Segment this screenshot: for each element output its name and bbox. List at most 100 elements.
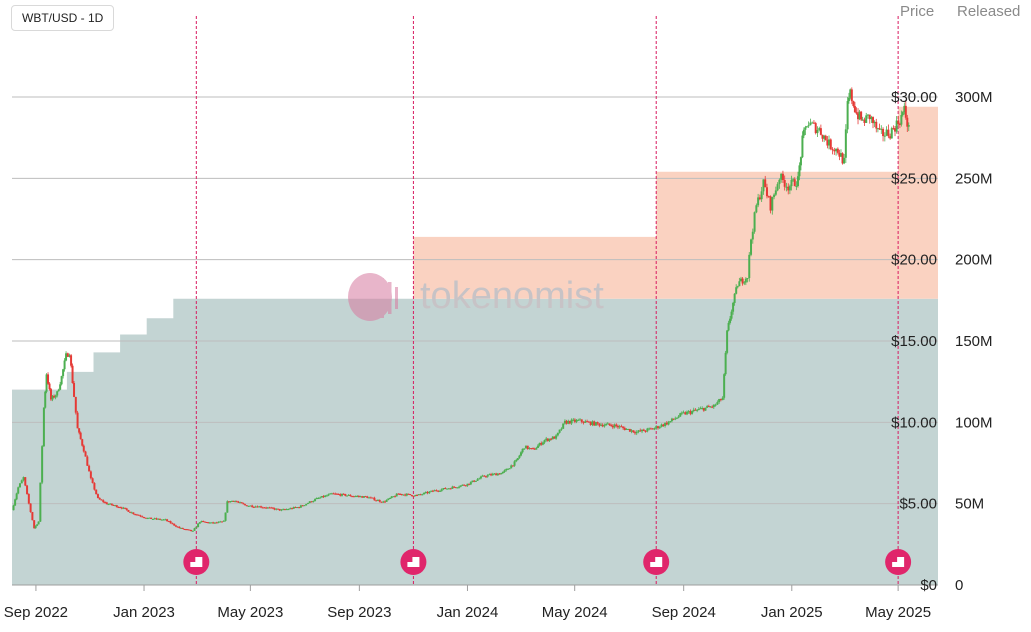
candle-body bbox=[907, 125, 910, 127]
price-candle bbox=[423, 492, 426, 495]
candle-body bbox=[349, 494, 352, 497]
candle-body bbox=[466, 483, 469, 486]
candle-body bbox=[508, 468, 511, 470]
candle-body bbox=[726, 330, 729, 353]
price-candle bbox=[251, 504, 254, 508]
price-candle bbox=[508, 468, 511, 470]
candle-body bbox=[580, 419, 583, 422]
candle-body bbox=[662, 424, 665, 427]
pair-label[interactable]: WBT/USD - 1D bbox=[11, 5, 115, 31]
candle-body bbox=[380, 501, 383, 503]
price-candle bbox=[265, 506, 268, 509]
candle-body bbox=[736, 286, 739, 288]
candle-body bbox=[773, 194, 776, 198]
candle-body bbox=[491, 473, 494, 476]
candle-body bbox=[667, 421, 670, 425]
candle-body bbox=[665, 422, 668, 425]
candle-body bbox=[247, 505, 250, 507]
price-candle bbox=[276, 508, 279, 510]
price-candle bbox=[883, 132, 886, 142]
price-candle bbox=[474, 480, 477, 482]
candle-body bbox=[190, 529, 193, 532]
candle-body bbox=[454, 487, 457, 489]
price-candle bbox=[824, 134, 827, 141]
candle-body bbox=[433, 490, 436, 492]
candle-body bbox=[366, 496, 369, 498]
price-candle bbox=[183, 528, 186, 530]
candle-body bbox=[601, 424, 604, 427]
candle-body bbox=[849, 89, 852, 98]
price-candle bbox=[819, 124, 822, 136]
price-candle bbox=[208, 521, 211, 524]
candle-body bbox=[637, 430, 640, 432]
candle-body bbox=[191, 530, 194, 532]
price-candle bbox=[324, 494, 327, 498]
candle-body bbox=[283, 509, 286, 511]
price-candle bbox=[589, 421, 592, 426]
price-candle bbox=[169, 520, 172, 524]
candle-body bbox=[155, 518, 158, 520]
price-candle bbox=[669, 421, 672, 423]
price-candle bbox=[153, 517, 156, 520]
candle-body bbox=[672, 418, 675, 420]
unlock-event-icon[interactable] bbox=[885, 549, 912, 575]
candle-body bbox=[598, 423, 601, 426]
candle-body bbox=[687, 411, 690, 413]
price-candle bbox=[880, 125, 883, 134]
candle-body bbox=[767, 196, 770, 198]
candle-body bbox=[506, 468, 509, 470]
price-candle bbox=[630, 429, 633, 434]
unlock-event-icon[interactable] bbox=[400, 549, 427, 575]
price-candle bbox=[804, 125, 807, 136]
candle-body bbox=[593, 421, 596, 426]
x-tick-label: May 2024 bbox=[542, 604, 608, 621]
candle-body bbox=[178, 526, 181, 529]
candle-body bbox=[706, 406, 709, 408]
price-candle bbox=[706, 404, 709, 409]
price-candle bbox=[511, 465, 514, 467]
candle-body bbox=[221, 521, 224, 523]
unlock-step-icon bbox=[407, 557, 420, 567]
price-candle bbox=[741, 277, 744, 286]
candle-body bbox=[545, 438, 548, 441]
price-candle bbox=[694, 408, 697, 411]
candle-body bbox=[160, 519, 163, 521]
price-candle bbox=[458, 485, 461, 489]
candle-body bbox=[838, 152, 841, 157]
price-candle bbox=[122, 506, 125, 510]
unlock-event-icon[interactable] bbox=[183, 549, 210, 575]
price-candle bbox=[622, 426, 625, 430]
candle-body bbox=[354, 496, 357, 498]
price-candle bbox=[611, 424, 614, 430]
price-candle bbox=[656, 425, 659, 430]
price-candle bbox=[134, 513, 137, 516]
unlock-event-markers[interactable] bbox=[183, 549, 912, 575]
candle-body bbox=[876, 128, 879, 130]
candle-body bbox=[224, 512, 227, 521]
price-candle bbox=[560, 427, 563, 431]
price-candle bbox=[78, 427, 81, 435]
candle-body bbox=[505, 468, 508, 471]
candle-body bbox=[677, 416, 680, 418]
price-candle bbox=[748, 252, 751, 282]
price-candle bbox=[205, 521, 208, 524]
candle-body bbox=[137, 514, 140, 516]
candle-body bbox=[17, 487, 20, 494]
candle-body bbox=[42, 407, 45, 447]
price-candle bbox=[882, 127, 885, 142]
supply-tick-label: 300M bbox=[955, 89, 993, 106]
price-candle bbox=[463, 484, 466, 486]
price-candle bbox=[758, 194, 761, 201]
unlock-event-icon[interactable] bbox=[643, 549, 670, 575]
price-candle bbox=[285, 508, 288, 511]
price-candle bbox=[484, 475, 487, 478]
candle-body bbox=[490, 474, 493, 476]
price-candle bbox=[366, 495, 369, 499]
price-candle bbox=[844, 124, 847, 163]
price-candle bbox=[114, 504, 117, 507]
price-candle bbox=[301, 504, 304, 507]
price-candle bbox=[682, 410, 685, 414]
candle-body bbox=[818, 128, 821, 130]
price-candle bbox=[24, 477, 27, 487]
candle-body bbox=[493, 473, 496, 475]
